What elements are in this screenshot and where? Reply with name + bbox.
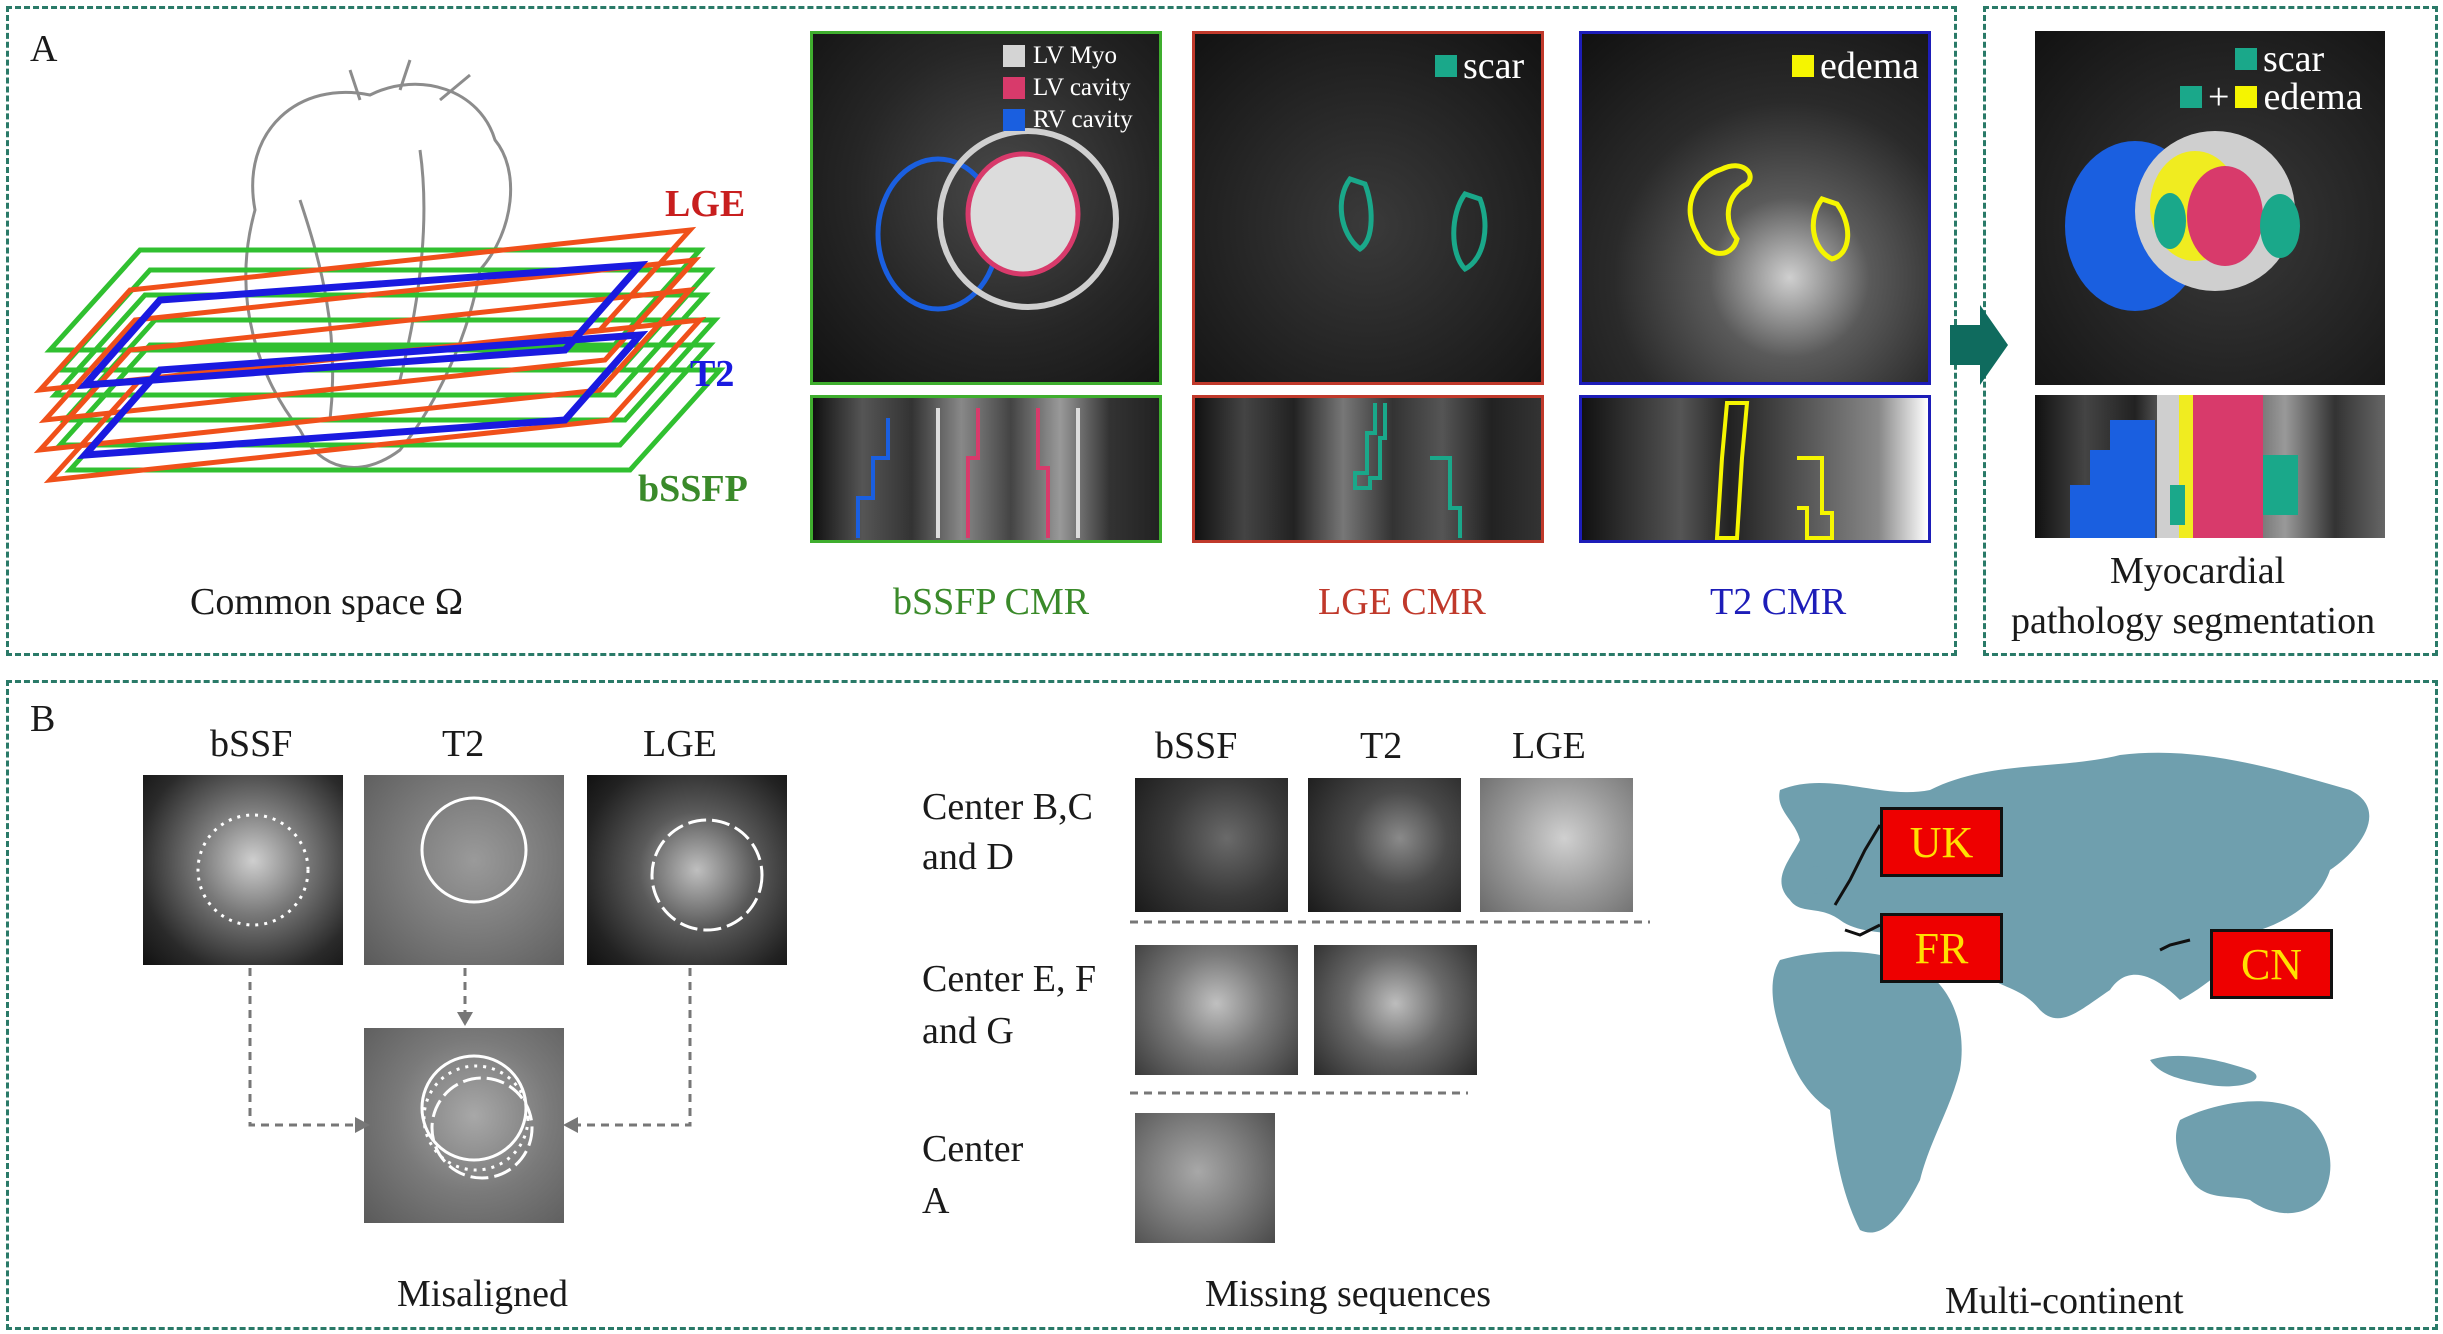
lv-cavity-region bbox=[2187, 166, 2263, 266]
uk-land bbox=[1805, 866, 1827, 894]
misaligned-lge-image bbox=[587, 775, 787, 965]
bssfp-plane-label: bSSFP bbox=[638, 468, 748, 510]
result-legend-scar: scar bbox=[2235, 37, 2324, 81]
indonesia-land bbox=[2150, 1055, 2257, 1087]
common-space-caption: Common space Ω bbox=[190, 581, 464, 623]
t2-planes bbox=[76, 260, 649, 460]
bssfp-legend-lv-cavity: LV cavity bbox=[1003, 74, 1131, 102]
bssfp-long-axis-strip bbox=[810, 395, 1162, 543]
panel-b-letter: B bbox=[30, 698, 56, 740]
misaligned-overlay-image bbox=[364, 1028, 564, 1223]
panel-a-letter: A bbox=[30, 28, 58, 70]
missing-header-t2: T2 bbox=[1360, 725, 1403, 767]
scar-region-left bbox=[2154, 193, 2186, 249]
result-legend-edema: + edema bbox=[2180, 75, 2363, 119]
missing-row1-line1: Center B,C bbox=[922, 786, 1093, 828]
flag-fr: FR bbox=[1880, 913, 2003, 983]
missing-row2-line1: Center E, F bbox=[922, 958, 1097, 1000]
lv-cavity-contour bbox=[965, 151, 1081, 277]
lge-plane-label: LGE bbox=[665, 183, 746, 225]
misaligned-header-t2: T2 bbox=[442, 723, 485, 765]
misaligned-t2-image bbox=[364, 775, 564, 965]
misaligned-header-lge: LGE bbox=[643, 723, 717, 765]
edema-contour-right bbox=[1810, 196, 1851, 262]
center-bcd-bssf-image bbox=[1135, 778, 1288, 912]
segmentation-result-image: scar + edema bbox=[2035, 31, 2385, 385]
result-title-line2: pathology segmentation bbox=[2011, 600, 2376, 642]
flag-uk: UK bbox=[1880, 807, 2003, 877]
center-bcd-lge-image bbox=[1480, 778, 1633, 912]
missing-row1-line2: and D bbox=[922, 836, 1014, 878]
center-efg-t2-image bbox=[1314, 945, 1477, 1075]
t2-cmr-image: edema bbox=[1579, 31, 1931, 385]
edema-contour-left bbox=[1687, 163, 1753, 256]
missing-header-lge: LGE bbox=[1512, 725, 1586, 767]
bssfp-legend-myo: LV Myo bbox=[1003, 42, 1117, 70]
t2-cmr-caption: T2 CMR bbox=[1710, 581, 1847, 623]
lge-cmr-image: scar bbox=[1192, 31, 1544, 385]
misaligned-bssf-image bbox=[143, 775, 343, 965]
flag-cn: CN bbox=[2210, 929, 2333, 999]
bssfp-cmr-image: LV Myo LV cavity RV cavity bbox=[810, 31, 1162, 385]
multi-continent-caption: Multi-continent bbox=[1945, 1280, 2184, 1322]
misaligned-header-bssf: bSSF bbox=[210, 723, 293, 765]
center-bcd-t2-image bbox=[1308, 778, 1461, 912]
missing-row2-line2: and G bbox=[922, 1010, 1014, 1052]
scar-region-right bbox=[2260, 194, 2300, 258]
panel-b-frame bbox=[6, 680, 2438, 1330]
bssfp-legend-rv-cavity: RV cavity bbox=[1003, 106, 1133, 134]
africa-land bbox=[1772, 951, 1962, 1233]
t2-long-axis-strip bbox=[1579, 395, 1931, 543]
missing-sequences-caption: Missing sequences bbox=[1205, 1273, 1492, 1315]
t2-legend-edema: edema bbox=[1792, 44, 1919, 88]
t2-plane-label: T2 bbox=[690, 353, 735, 395]
bssfp-cmr-caption: bSSFP CMR bbox=[893, 581, 1090, 623]
missing-row3-line1: Center bbox=[922, 1128, 1024, 1170]
missing-row3-line2: A bbox=[922, 1180, 950, 1222]
misaligned-caption: Misaligned bbox=[397, 1273, 568, 1315]
lv-myo-contour bbox=[937, 128, 1119, 310]
lge-long-axis-strip bbox=[1192, 395, 1544, 543]
scar-contour-left bbox=[1338, 176, 1374, 253]
center-a-bssf-image bbox=[1135, 1113, 1275, 1243]
scar-contour-right bbox=[1451, 191, 1488, 273]
segmentation-result-strip bbox=[2035, 395, 2385, 538]
missing-header-bssf: bSSF bbox=[1155, 725, 1238, 767]
center-efg-bssf-image bbox=[1135, 945, 1298, 1075]
australia-land bbox=[2175, 1101, 2331, 1214]
lge-planes bbox=[33, 226, 707, 484]
lge-legend-scar: scar bbox=[1435, 44, 1524, 88]
lge-cmr-caption: LGE CMR bbox=[1318, 581, 1486, 623]
result-title-line1: Myocardial bbox=[2110, 550, 2286, 592]
